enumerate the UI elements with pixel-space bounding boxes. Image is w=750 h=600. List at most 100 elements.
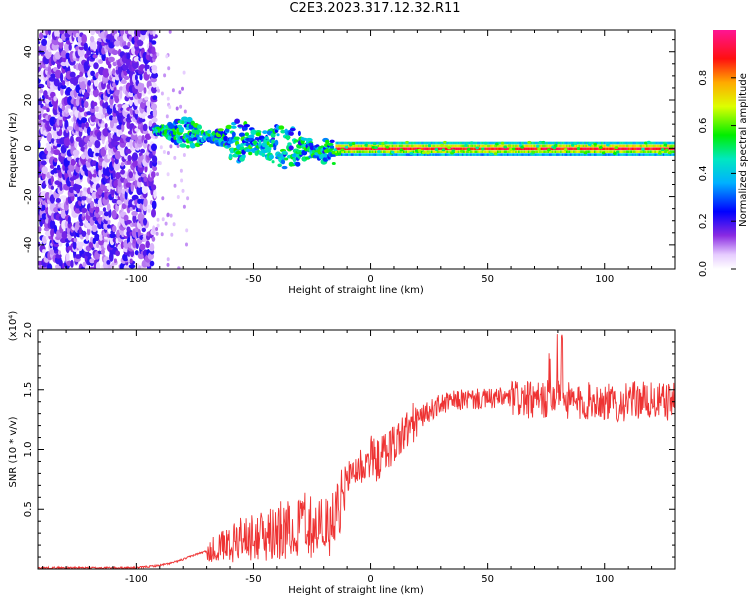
spectrogram-cell xyxy=(402,150,405,153)
spectrogram-cell xyxy=(588,153,590,156)
spectrogram-cell xyxy=(46,263,53,269)
spectrogram-cell xyxy=(384,144,387,148)
spectrogram-cell xyxy=(148,120,153,127)
spectrogram-cell xyxy=(644,144,647,148)
spectrogram-cell xyxy=(516,147,519,151)
spectrogram-cell xyxy=(483,153,485,156)
spectrogram-cell xyxy=(91,224,98,233)
spectrogram-cell xyxy=(516,150,519,153)
spectrogram-cell xyxy=(345,150,347,153)
spectrogram-cell xyxy=(421,141,423,145)
spectrogram-cell xyxy=(471,150,474,153)
spectrogram-cell xyxy=(414,147,416,151)
spectrogram-cell xyxy=(111,209,117,219)
spectrogram-cell xyxy=(49,249,55,255)
spectrogram-cell xyxy=(560,153,562,156)
spectrogram-cell xyxy=(160,91,164,96)
spectrogram-cell xyxy=(376,144,378,148)
spectrogram-cell xyxy=(81,207,88,213)
spectrogram-cell xyxy=(664,147,666,151)
spectrogram-cell xyxy=(561,144,564,148)
spectrogram-cell xyxy=(609,153,611,156)
spectrogram-cell xyxy=(131,210,138,217)
spectrogram-cell xyxy=(460,141,463,145)
spectrogram-cell xyxy=(139,73,143,81)
spectrogram-cell xyxy=(342,150,344,153)
spectrogram-cell xyxy=(179,104,183,109)
spectrogram-cell xyxy=(337,152,342,156)
spectrogram-cell xyxy=(92,88,99,98)
spectrogram-cell xyxy=(412,147,415,151)
spectrogram-cell xyxy=(560,144,562,148)
colorbar-tick-label: 0.0 xyxy=(698,261,709,277)
spectrogram-cell xyxy=(547,150,550,153)
spectrogram-cell xyxy=(143,198,148,207)
spectrogram-cell xyxy=(147,114,154,119)
spectrogram-cell xyxy=(470,147,472,151)
spectrogram-cell xyxy=(132,214,137,223)
spectrogram-cell xyxy=(637,153,640,156)
spectrogram-cell xyxy=(542,150,544,153)
spectrogram-cell xyxy=(144,61,148,72)
spectrogram-cell xyxy=(450,147,453,151)
spectrogram-cell xyxy=(421,147,423,151)
spectrogram-frame xyxy=(37,29,676,270)
spectrogram-cell xyxy=(497,150,499,153)
spectrogram-cell xyxy=(571,153,574,156)
spectrogram-cell xyxy=(41,235,47,245)
spectrogram-cell xyxy=(490,147,492,151)
spectrogram-cell xyxy=(432,147,434,151)
spectrogram-cell xyxy=(436,141,439,145)
spectrogram-cell xyxy=(374,153,377,156)
spectrogram-cell xyxy=(609,147,611,151)
spectrogram-cell xyxy=(355,153,357,156)
spectrogram-cell xyxy=(95,161,99,172)
spectrogram-cell xyxy=(106,260,111,265)
spectrogram-cell xyxy=(402,144,405,148)
spectrogram-cell xyxy=(571,150,574,153)
spectrogram-cell xyxy=(497,144,499,148)
spectrogram-cell xyxy=(518,147,520,151)
spectrogram-cell xyxy=(411,144,413,148)
spectrogram-cell xyxy=(141,83,145,91)
colorbar-tick-label: 0.4 xyxy=(698,165,709,181)
spectrogram-cell xyxy=(536,141,538,145)
spectrogram-cell xyxy=(556,153,558,156)
spectrogram-cell xyxy=(653,141,655,145)
spectrogram-cell xyxy=(554,144,558,147)
spectrogram-cell xyxy=(542,153,544,156)
spectrogram-cell xyxy=(599,150,602,153)
spectrogram-cell xyxy=(619,153,621,156)
spectrogram-cell xyxy=(565,144,568,148)
spectrogram-cell xyxy=(614,146,619,150)
spectrogram-cell xyxy=(633,150,635,153)
spectrogram-cell xyxy=(488,144,491,148)
spectrogram-cell xyxy=(574,144,576,148)
spectrogram-cell xyxy=(672,147,675,151)
spectrogram-cell xyxy=(662,150,665,153)
spectrogram-cell xyxy=(567,153,569,156)
spectrogram-cell xyxy=(394,141,396,145)
spectrogram-cell xyxy=(248,151,253,156)
spectrogram-cell xyxy=(657,153,659,156)
spectrogram-cell xyxy=(481,150,484,153)
spectrogram-cell xyxy=(579,153,582,156)
spectrogram-cell xyxy=(384,150,387,153)
spectrogram-cell xyxy=(249,134,255,139)
spectrogram-cell xyxy=(560,141,562,145)
spectrogram-cell xyxy=(561,141,564,145)
spectrogram-cell xyxy=(329,139,335,143)
spectrogram-cell xyxy=(54,180,61,186)
spectrogram-cell xyxy=(502,150,505,153)
spectrogram-cell xyxy=(498,147,500,151)
spectrogram-cell xyxy=(502,147,505,151)
spectrogram-cell xyxy=(520,145,525,149)
spectrogram-cell xyxy=(610,141,613,145)
spectrogram-cell xyxy=(112,225,117,233)
spectrogram-cell xyxy=(582,147,585,151)
spectrogram-cell xyxy=(50,185,55,190)
spectrogram-cell xyxy=(377,147,380,151)
spectrogram-cell xyxy=(409,150,412,153)
spectrogram-cell xyxy=(372,144,374,148)
spectrogram-cell xyxy=(627,144,630,148)
